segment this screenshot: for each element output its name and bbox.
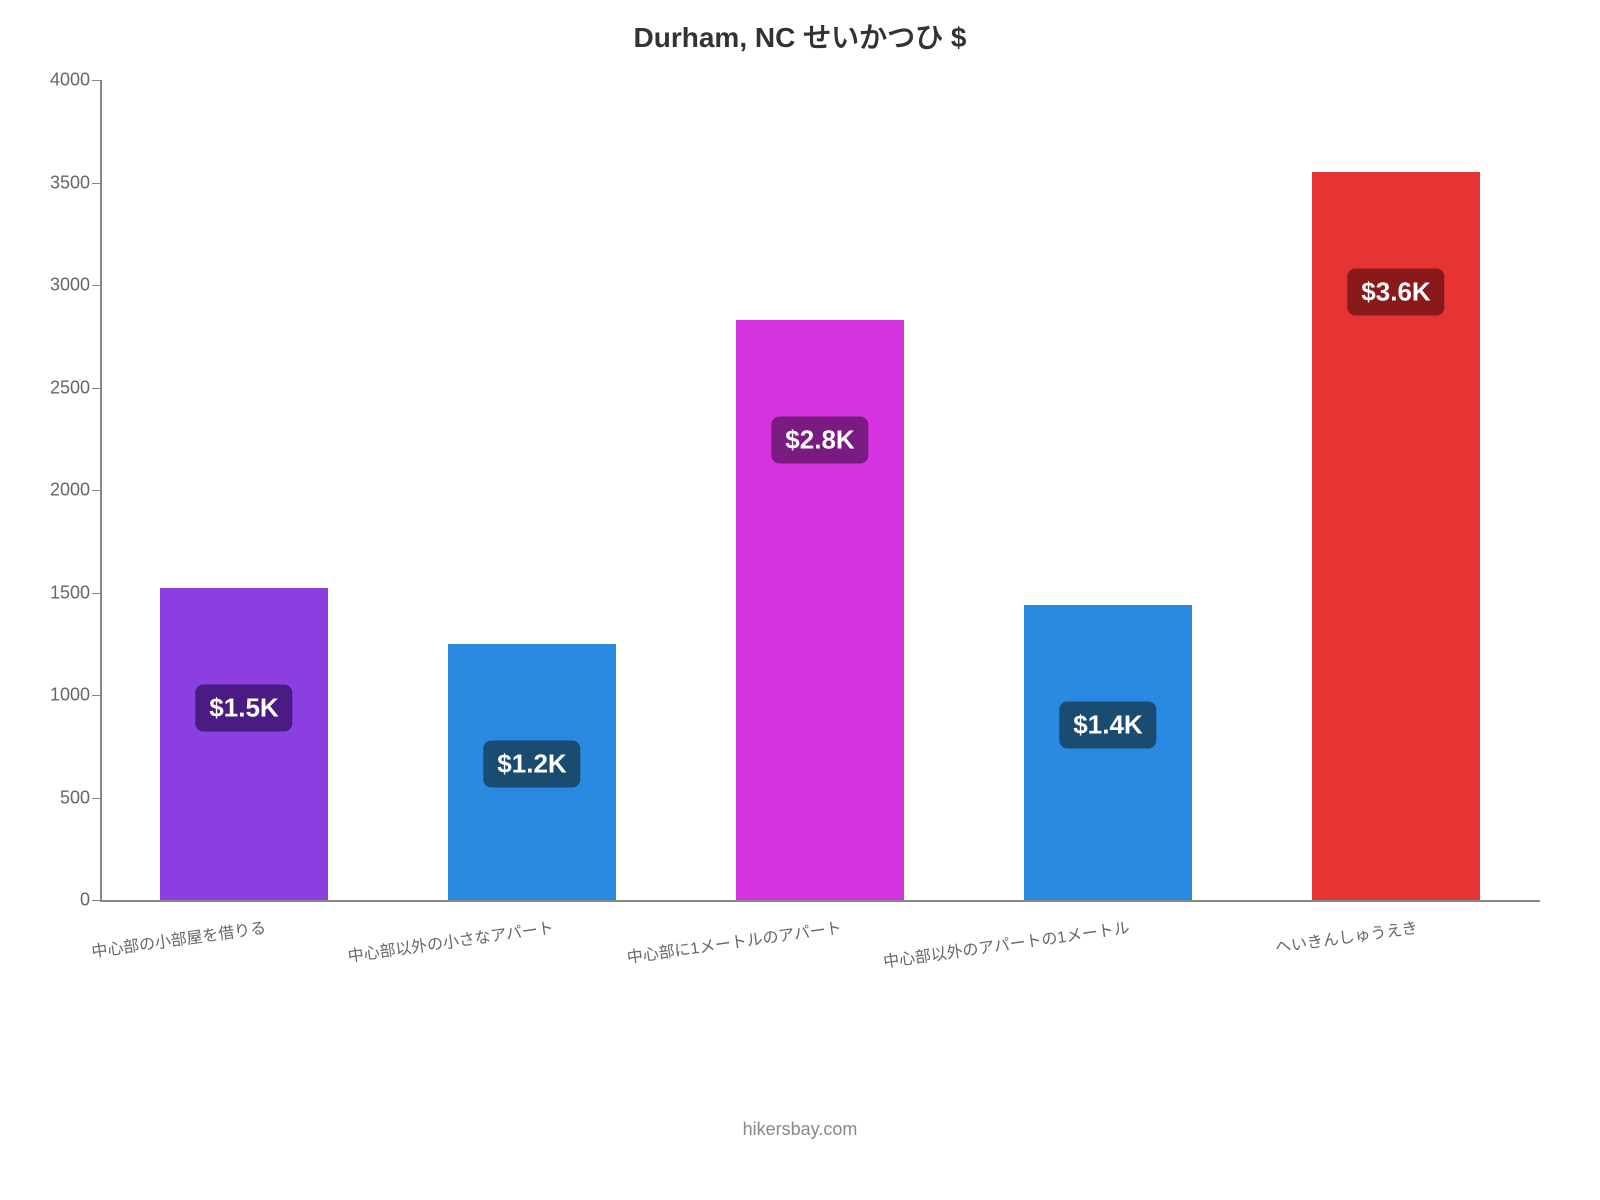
y-axis bbox=[100, 80, 102, 900]
ytick-label: 2000 bbox=[50, 480, 100, 501]
xtick-label: 中心部の小部屋を借りる bbox=[90, 914, 268, 962]
bar-value-label: $1.5K bbox=[195, 685, 292, 732]
chart-title: Durham, NC せいかつひ $ bbox=[0, 16, 1600, 56]
xtick-label: 中心部に1メートルのアパート bbox=[626, 914, 844, 968]
chart-container: Durham, NC せいかつひ $ 050010001500200025003… bbox=[0, 0, 1600, 1200]
ytick-label: 1000 bbox=[50, 685, 100, 706]
bar bbox=[160, 588, 327, 900]
bar bbox=[736, 320, 903, 900]
ytick-label: 0 bbox=[80, 890, 100, 911]
bar bbox=[1024, 605, 1191, 900]
bar-value-label: $1.4K bbox=[1059, 701, 1156, 748]
plot-area: 05001000150020002500300035004000$1.5K中心部… bbox=[100, 80, 1540, 900]
ytick-label: 2500 bbox=[50, 377, 100, 398]
ytick-label: 500 bbox=[60, 787, 100, 808]
bar-value-label: $2.8K bbox=[771, 416, 868, 463]
ytick-label: 1500 bbox=[50, 582, 100, 603]
xtick-label: へいきんしゅうえき bbox=[1274, 914, 1419, 958]
xtick-label: 中心部以外のアパートの1メートル bbox=[882, 914, 1132, 972]
xtick-label: 中心部以外の小さなアパート bbox=[346, 914, 555, 967]
bar-value-label: $1.2K bbox=[483, 740, 580, 787]
ytick-label: 3000 bbox=[50, 275, 100, 296]
ytick-label: 3500 bbox=[50, 172, 100, 193]
x-axis bbox=[100, 900, 1540, 902]
footer-attribution: hikersbay.com bbox=[0, 1119, 1600, 1140]
bar-value-label: $3.6K bbox=[1347, 269, 1444, 316]
ytick-label: 4000 bbox=[50, 70, 100, 91]
